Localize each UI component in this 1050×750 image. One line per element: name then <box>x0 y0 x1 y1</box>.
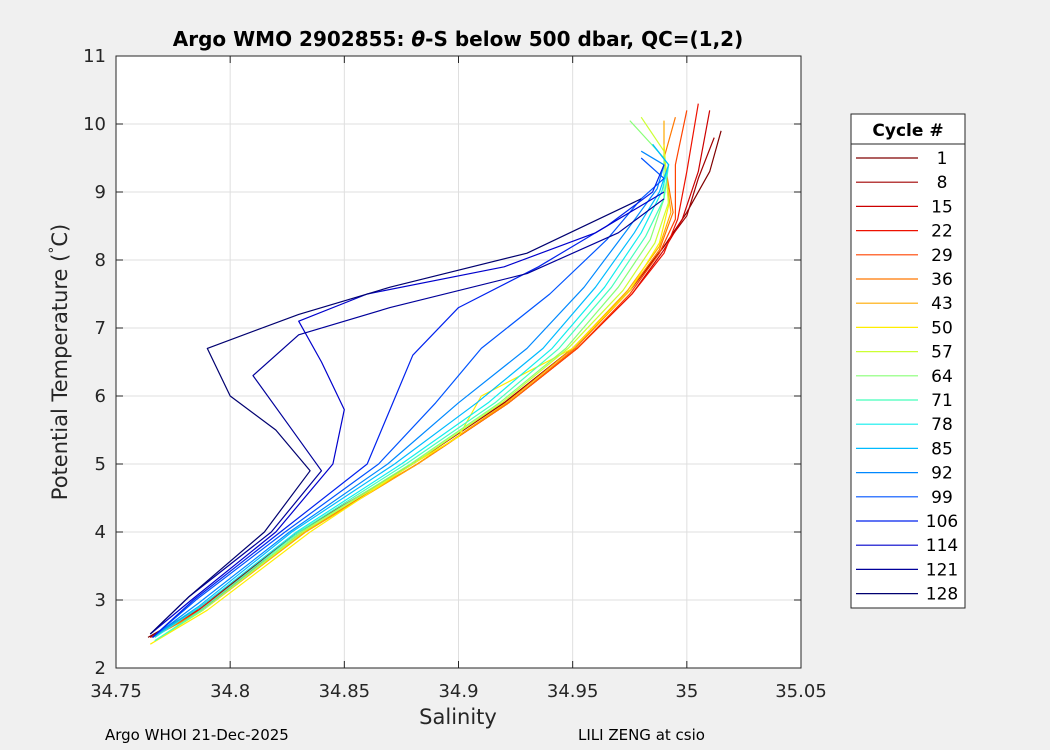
legend-label-cycle-8: 8 <box>937 173 948 193</box>
legend-label-cycle-121: 121 <box>926 560 958 580</box>
y-tick-label: 6 <box>95 386 106 407</box>
y-tick-label: 10 <box>83 114 106 135</box>
series-line-cycle-121 <box>149 198 665 635</box>
legend-label-cycle-50: 50 <box>931 318 953 338</box>
footer-right: LILI ZENG at csio <box>578 726 705 744</box>
x-tick-label: 34.8 <box>210 681 250 702</box>
legend-label-cycle-1: 1 <box>937 149 948 169</box>
y-axis-label-text: Potential Temperature ( <box>48 254 72 501</box>
legend-title: Cycle # <box>872 121 943 141</box>
legend-label-cycle-92: 92 <box>931 464 953 484</box>
y-tick-label: 5 <box>95 454 106 475</box>
y-tick-label: 11 <box>83 46 106 67</box>
legend-box <box>850 113 966 609</box>
series-line-cycle-50 <box>149 144 670 645</box>
chart-title: Argo WMO 2902855: θ-S below 500 dbar, QC… <box>173 27 743 51</box>
legend-label-cycle-99: 99 <box>931 488 953 508</box>
legend-label-cycle-22: 22 <box>931 222 953 242</box>
x-tick-label: 34.85 <box>319 681 371 702</box>
legend-label-cycle-29: 29 <box>931 246 953 266</box>
legend: Cycle # 1 8 15 22 29 36 43 50 57 64 71 78 85 92 99 106 1… <box>850 113 966 609</box>
legend-label-cycle-114: 114 <box>926 536 958 556</box>
y-axis-label-degree: ° <box>47 247 63 254</box>
y-tick-label: 8 <box>95 250 106 271</box>
y-tick-label: 7 <box>95 318 106 339</box>
series-line-cycle-71 <box>154 144 670 642</box>
legend-label-cycle-71: 71 <box>931 391 953 411</box>
legend-label-cycle-36: 36 <box>931 270 953 290</box>
legend-label-cycle-64: 64 <box>931 367 953 387</box>
x-tick-label: 35.05 <box>775 681 827 702</box>
chart-title-suffix: -S below 500 dbar, QC=(1,2) <box>425 27 743 51</box>
x-tick-label: 34.9 <box>438 681 478 702</box>
x-tick-label: 35 <box>675 681 698 702</box>
series-line-cycle-57 <box>154 116 670 642</box>
legend-label-cycle-128: 128 <box>926 585 958 605</box>
legend-label-cycle-106: 106 <box>926 512 958 532</box>
chart-title-symbol: θ <box>411 27 425 51</box>
series-line-cycle-99 <box>152 157 665 638</box>
series-line-cycle-85 <box>152 144 670 638</box>
legend-label-cycle-57: 57 <box>931 343 953 363</box>
series-line-cycle-128 <box>149 198 642 635</box>
legend-label-cycle-78: 78 <box>931 415 953 435</box>
series-line-cycle-114 <box>149 191 665 635</box>
y-tick-label: 4 <box>95 522 106 543</box>
chart-title-prefix: Argo WMO 2902855: <box>173 27 412 51</box>
x-tick-label: 34.75 <box>90 681 142 702</box>
y-tick-label: 2 <box>95 658 106 679</box>
y-axis-label-unit: C) <box>48 224 72 247</box>
series-line-cycle-92 <box>152 150 665 638</box>
x-axis-label: Salinity <box>419 705 497 729</box>
y-axis-label: Potential Temperature (°C) <box>47 224 72 500</box>
legend-label-cycle-85: 85 <box>931 439 953 459</box>
series-line-cycle-106 <box>152 164 665 638</box>
y-tick-label: 3 <box>95 590 106 611</box>
footer-left: Argo WHOI 21-Dec-2025 <box>105 726 289 744</box>
legend-label-cycle-15: 15 <box>931 197 953 217</box>
x-tick-label: 34.95 <box>547 681 599 702</box>
series-line-cycle-78 <box>154 144 670 638</box>
y-tick-label: 9 <box>95 182 106 203</box>
legend-label-cycle-43: 43 <box>931 294 953 314</box>
